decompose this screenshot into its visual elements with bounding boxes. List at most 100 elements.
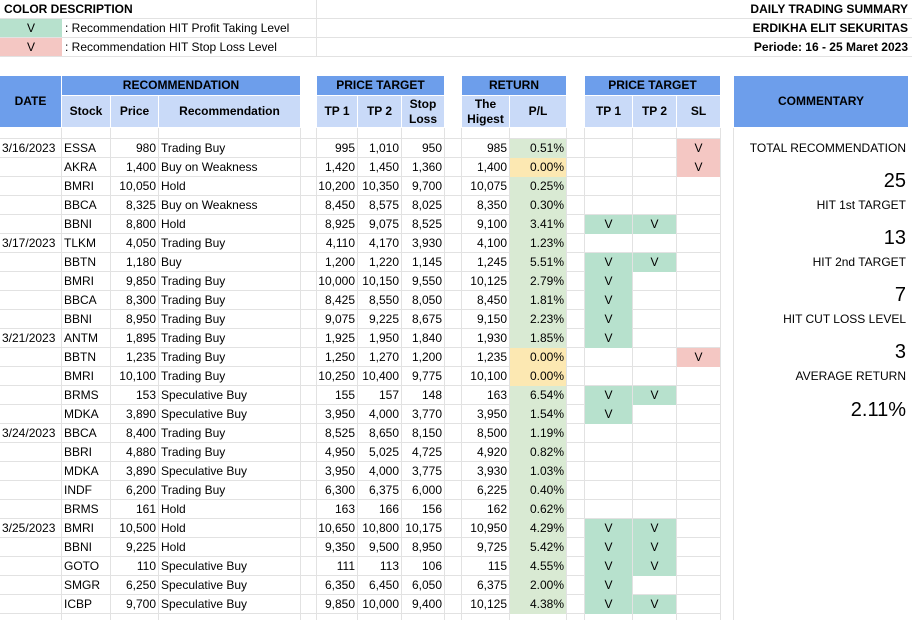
date-cell: 3/17/2023 <box>2 236 56 250</box>
tp2-cell: 6,375 <box>368 483 399 497</box>
highest-cell: 9,100 <box>476 217 507 231</box>
pl-cell: 4.38% <box>510 595 566 614</box>
tp1-cell: 163 <box>334 502 355 516</box>
commentary-header <box>734 76 908 127</box>
tp2-cell: 166 <box>378 502 399 516</box>
pl-cell: 0.51% <box>510 139 566 158</box>
tp1-cell: 111 <box>336 559 355 573</box>
tp2-cell: 8,650 <box>368 426 399 440</box>
hit-tp1-cell <box>585 158 632 177</box>
stop-loss-cell: 1,360 <box>411 160 442 174</box>
price-cell: 10,050 <box>119 179 156 193</box>
price-cell: 8,300 <box>125 293 156 307</box>
stock-cell: BRMS <box>64 502 99 516</box>
date-cell <box>0 481 61 500</box>
legend-stop-text: : Recommendation HIT Stop Loss Level <box>65 40 277 54</box>
price-cell: 1,180 <box>125 255 156 269</box>
pl-cell: 0.82% <box>510 443 566 462</box>
legend-stop-swatch: V <box>0 38 62 57</box>
recommendation-cell: Buy on Weakness <box>161 160 258 174</box>
date-header-label: DATE <box>14 94 47 108</box>
date-cell <box>0 367 61 386</box>
pl-cell: 0.25% <box>510 177 566 196</box>
recommendation-cell: Speculative Buy <box>161 597 248 611</box>
hit-2nd-target-label: HIT 2nd TARGET <box>812 255 906 269</box>
stock-cell: MDKA <box>64 464 99 478</box>
hit-sl-cell <box>677 329 720 348</box>
recommendation-cell: Speculative Buy <box>161 578 248 592</box>
stop-loss-cell: 10,175 <box>405 521 442 535</box>
stop-loss-cell: 1,145 <box>411 255 442 269</box>
recommendation-cell: Trading Buy <box>161 426 226 440</box>
hit-tp1-cell: V <box>585 386 632 405</box>
pl-cell: 6.54% <box>510 386 566 405</box>
hit-tp1-cell: V <box>585 291 632 310</box>
price-header <box>111 96 158 127</box>
tp1-cell: 3,950 <box>324 464 355 478</box>
tp2-cell: 113 <box>379 559 399 573</box>
stop-loss-header-label: Stop Loss <box>408 97 437 126</box>
recommendation-cell: Hold <box>161 502 186 516</box>
date-cell <box>0 576 61 595</box>
stock-cell: MDKA <box>64 407 99 421</box>
hit-tp2-cell <box>633 158 676 177</box>
pl-cell: 0.00% <box>510 158 566 177</box>
hit-tp1-cell: V <box>585 215 632 234</box>
tp1-cell: 6,350 <box>324 578 355 592</box>
hit-2nd-target-value: 7 <box>894 284 906 306</box>
tp2-cell: 8,575 <box>368 198 399 212</box>
highest-cell: 10,950 <box>470 521 507 535</box>
pl-cell: 1.81% <box>510 291 566 310</box>
highest-cell: 1,245 <box>476 255 507 269</box>
hit-tp1-cell: V <box>585 519 632 538</box>
recommendation-cell: Speculative Buy <box>161 388 248 402</box>
highest-cell: 8,500 <box>476 426 507 440</box>
stock-cell: AKRA <box>64 160 97 174</box>
stop-loss-cell: 9,700 <box>411 179 442 193</box>
tp1-header-label: TP 1 <box>324 104 350 118</box>
stop-loss-cell: 3,770 <box>411 407 442 421</box>
recommendation-cell: Buy on Weakness <box>161 198 258 212</box>
hit-tp2-cell: V <box>633 557 676 576</box>
date-cell <box>0 291 61 310</box>
stock-cell: BBNI <box>64 217 93 231</box>
stop-loss-cell: 8,050 <box>411 293 442 307</box>
stop-loss-cell: 148 <box>421 388 442 402</box>
recommendation-cell: Trading Buy <box>161 236 226 250</box>
hit-tp2-cell <box>633 291 676 310</box>
pl-cell: 1.85% <box>510 329 566 348</box>
date-cell <box>0 348 61 367</box>
stop-loss-cell: 8,025 <box>411 198 442 212</box>
date-cell <box>0 272 61 291</box>
hit-tp1-cell: V <box>585 253 632 272</box>
tp1-cell: 1,925 <box>324 331 355 345</box>
tp2-cell: 10,800 <box>362 521 399 535</box>
hit-tp1-cell <box>585 139 632 158</box>
stop-loss-cell: 106 <box>421 559 442 573</box>
tp1-cell: 1,200 <box>324 255 355 269</box>
hit-sl-cell <box>677 367 720 386</box>
recommendation-group-header <box>62 76 300 95</box>
recommendation-cell: Trading Buy <box>161 312 226 326</box>
stop-loss-cell: 156 <box>421 502 442 516</box>
tp2-cell: 1,220 <box>368 255 399 269</box>
recommendation-header <box>159 96 300 127</box>
price-cell: 9,225 <box>125 540 156 554</box>
hit-group-label: PRICE TARGET <box>608 78 697 92</box>
recommendation-cell: Speculative Buy <box>161 464 248 478</box>
date-cell <box>0 405 61 424</box>
pl-cell: 5.51% <box>510 253 566 272</box>
recommendation-cell: Buy <box>161 255 182 269</box>
highest-cell: 3,950 <box>476 407 507 421</box>
hit-tp1-cell: V <box>585 272 632 291</box>
stock-cell: GOTO <box>64 559 100 573</box>
hit-tp1-cell <box>585 177 632 196</box>
hit-sl-cell <box>677 215 720 234</box>
hit-tp2-cell <box>633 234 676 253</box>
recommendation-cell: Trading Buy <box>161 331 226 345</box>
pl-cell: 0.00% <box>510 348 566 367</box>
date-cell: 3/25/2023 <box>2 521 56 535</box>
pl-cell: 2.00% <box>510 576 566 595</box>
highest-cell: 115 <box>487 559 507 573</box>
tp1-cell: 4,950 <box>324 445 355 459</box>
